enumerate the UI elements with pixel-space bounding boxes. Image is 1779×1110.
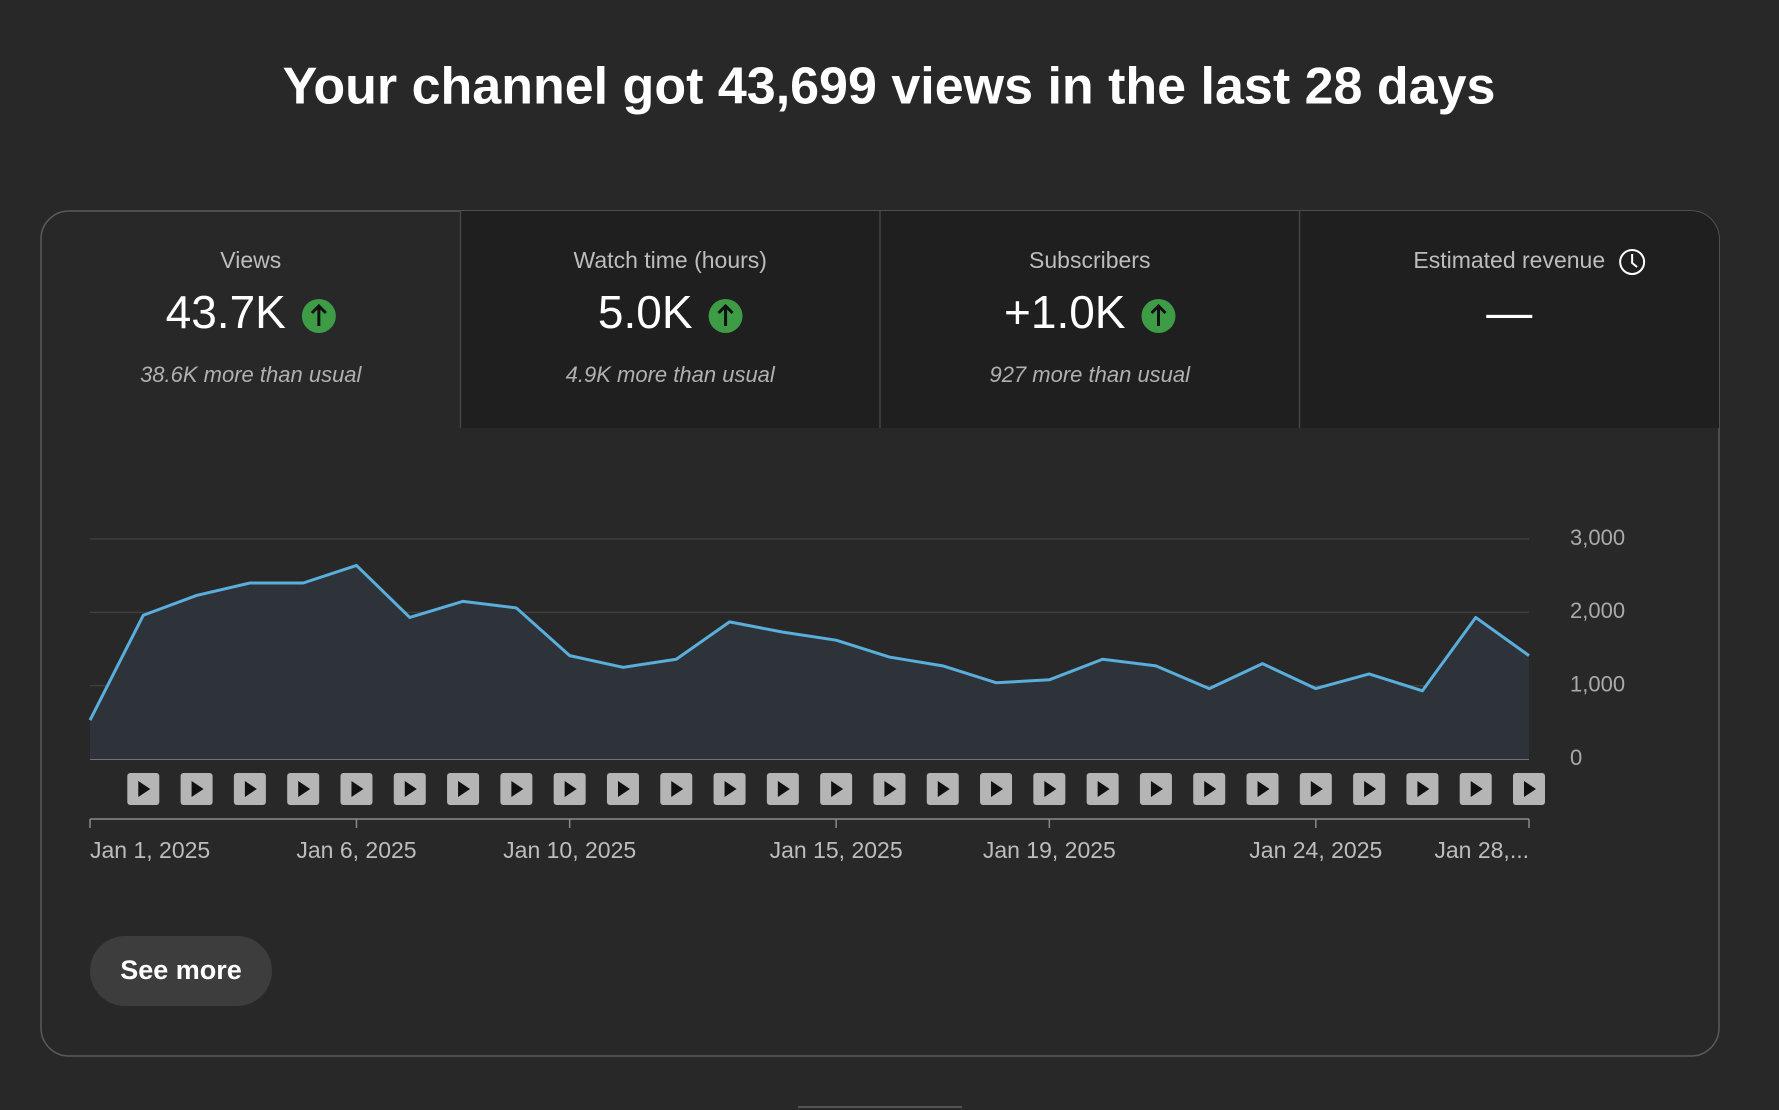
tab-bg <box>880 211 1300 428</box>
x-tick-label: Jan 19, 2025 <box>983 837 1116 863</box>
metric-tab[interactable]: Watch time (hours) 5.0K 4.9K more than usu… <box>459 211 881 428</box>
play-icon <box>244 781 257 797</box>
play-icon <box>1257 781 1270 797</box>
play-icon <box>298 781 311 797</box>
x-tick-label: Jan 15, 2025 <box>770 837 903 863</box>
metric-tab[interactable]: Estimated revenue — <box>1298 211 1720 428</box>
see-more-button[interactable]: See more <box>90 936 272 1006</box>
x-tick-label: Jan 10, 2025 <box>503 837 636 863</box>
play-icon <box>777 781 790 797</box>
play-icon <box>937 781 950 797</box>
play-icon <box>671 781 684 797</box>
tab-label: Estimated revenue <box>1413 247 1605 273</box>
trend-arrow <box>310 303 327 326</box>
play-icon <box>351 781 364 797</box>
play-icon <box>991 781 1004 797</box>
play-icon <box>831 781 844 797</box>
metric-tab[interactable]: Views 43.7K 38.6K more than usual <box>140 247 362 387</box>
tab-note: 4.9K more than usual <box>566 362 776 387</box>
tab-label: Watch time (hours) <box>574 247 767 273</box>
clock-icon <box>1619 249 1646 275</box>
play-icon <box>1150 781 1163 797</box>
play-icon <box>724 781 737 797</box>
clock-hands <box>1631 254 1638 268</box>
play-icon <box>1204 781 1217 797</box>
play-icon <box>1417 781 1430 797</box>
y-tick-label: 0 <box>1570 745 1582 770</box>
tab-value: +1.0K <box>1004 286 1126 338</box>
play-icon <box>884 781 897 797</box>
tab-label: Views <box>220 247 281 273</box>
x-tick-label: Jan 24, 2025 <box>1249 837 1382 863</box>
x-tick-label: Jan 1, 2025 <box>90 837 210 863</box>
metric-tab[interactable]: Subscribers +1.0K 927 more than usual <box>879 211 1300 428</box>
play-icon <box>404 781 417 797</box>
play-icon <box>564 781 577 797</box>
tab-label: Subscribers <box>1029 247 1150 273</box>
play-icon <box>1310 781 1323 797</box>
tab-value: 5.0K <box>598 286 693 338</box>
trend-arrow <box>717 303 734 326</box>
line <box>88 563 1530 721</box>
tab-value: 43.7K <box>166 286 287 338</box>
y-tick-label: 1,000 <box>1570 671 1625 696</box>
play-icon <box>617 781 630 797</box>
x-tick-label: Jan 6, 2025 <box>296 837 416 863</box>
tab-note: 38.6K more than usual <box>140 362 362 387</box>
play-icon <box>511 781 524 797</box>
play-icon <box>458 781 471 797</box>
button-label: See more <box>120 955 242 985</box>
play-icon <box>191 781 204 797</box>
tab-bg <box>1299 211 1719 428</box>
play-icon <box>1524 781 1536 797</box>
play-icon <box>138 781 151 797</box>
play-icon <box>1044 781 1057 797</box>
tab-bg <box>460 211 880 428</box>
tab-note: 927 more than usual <box>989 362 1191 387</box>
play-icon <box>1097 781 1110 797</box>
y-tick-label: 2,000 <box>1570 598 1625 623</box>
x-tick-label: Jan 28,... <box>1434 837 1529 863</box>
play-icon <box>1470 781 1483 797</box>
tab-value: — <box>1486 286 1532 338</box>
trend-arrow <box>1150 303 1167 326</box>
y-tick-label: 3,000 <box>1570 525 1625 550</box>
page-title: Your channel got 43,699 views in the las… <box>283 58 1496 116</box>
area <box>90 565 1529 759</box>
button-bg <box>90 936 272 1006</box>
play-icon <box>1364 781 1377 797</box>
